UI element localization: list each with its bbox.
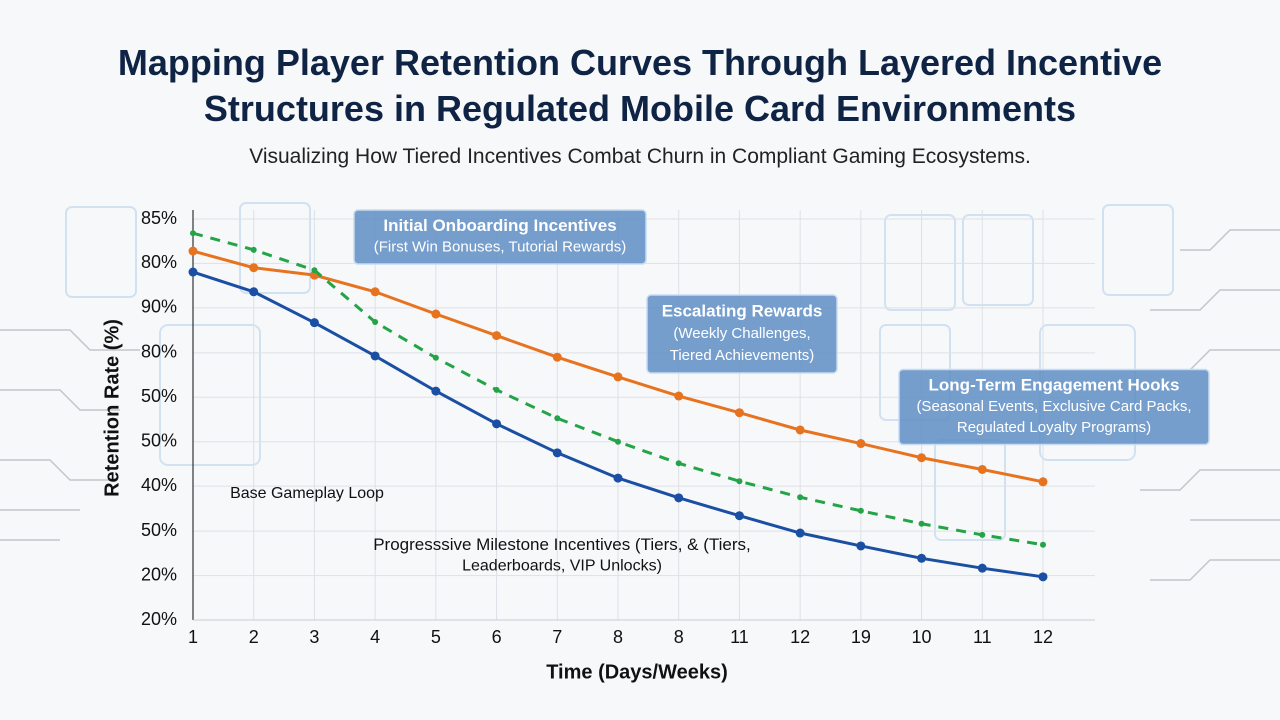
data-point — [552, 448, 562, 458]
annotation-box — [353, 209, 647, 265]
y-tick-label: 40% — [141, 475, 177, 495]
data-point — [188, 246, 198, 256]
data-point — [1038, 572, 1048, 582]
annotation-text: Regulated Loyalty Programs) — [957, 419, 1151, 436]
x-tick-label: 7 — [552, 627, 562, 647]
data-point — [250, 246, 257, 253]
data-point — [492, 331, 502, 341]
data-point — [795, 528, 805, 538]
data-point — [856, 439, 866, 449]
data-point — [1038, 477, 1048, 487]
data-point — [370, 351, 380, 361]
annotation-text: Base Gameplay Loop — [230, 485, 384, 502]
chart-title: Mapping Player Retention Curves Through … — [117, 42, 1163, 129]
x-tick-label: 12 — [790, 627, 810, 647]
x-tick-label: 12 — [1033, 627, 1053, 647]
y-tick-label: 80% — [141, 252, 177, 272]
x-tick-label: 8 — [674, 627, 684, 647]
annotation-text: Progresssive Milestone Incentives (Tiers… — [373, 535, 751, 554]
data-point — [797, 494, 804, 501]
data-point — [734, 511, 744, 521]
x-tick-label: 10 — [912, 627, 932, 647]
x-tick-label: 8 — [613, 627, 623, 647]
data-point — [613, 473, 623, 483]
x-tick-label: 3 — [309, 627, 319, 647]
data-point — [432, 354, 439, 361]
data-point — [613, 372, 623, 382]
data-point — [736, 478, 743, 485]
annotation-box — [898, 368, 1210, 446]
y-tick-label: 20% — [141, 609, 177, 629]
data-point — [309, 318, 319, 328]
annotation-text: Initial Onboarding Incentives — [383, 216, 616, 235]
annotation-text: Long-Term Engagement Hooks — [929, 375, 1180, 394]
y-tick-label: 80% — [141, 342, 177, 362]
data-point — [431, 386, 441, 396]
data-point — [249, 287, 259, 297]
y-tick-label: 50% — [141, 430, 177, 450]
annotation-text: (Weekly Challenges, — [673, 325, 810, 342]
data-point — [917, 553, 927, 563]
data-point — [674, 493, 684, 503]
annotation-text: (First Win Bonuses, Tutorial Rewards) — [374, 238, 627, 255]
data-point — [372, 319, 379, 326]
y-tick-label: 50% — [141, 386, 177, 406]
x-tick-label: 11 — [973, 627, 992, 647]
plot-area: 85%80%90%80%50%50%40%50%20%20%1 2 3 4 5 6 7 8 8 1… — [101, 208, 1210, 683]
x-tick-label: 11 — [730, 627, 749, 647]
annotation-text: Leaderboards, VIP Unlocks) — [462, 558, 662, 575]
data-point — [615, 438, 621, 445]
data-point — [188, 267, 198, 277]
chart-subtitle: Visualizing How Tiered Incentives Combat… — [249, 145, 1031, 168]
data-point — [917, 453, 927, 463]
y-tick-label: 20% — [141, 564, 177, 584]
data-point — [979, 531, 986, 538]
data-point — [431, 309, 441, 319]
data-point — [493, 386, 500, 393]
x-tick-label: 6 — [492, 627, 502, 647]
y-tick-label: 85% — [141, 208, 177, 228]
decoration — [0, 202, 1280, 581]
y-axis-label: Retention Rate (%) — [101, 319, 123, 497]
data-point — [918, 520, 925, 527]
data-point — [674, 391, 684, 401]
series-line — [192, 231, 1044, 547]
data-point — [856, 541, 866, 551]
annotation-box — [646, 294, 838, 374]
data-point — [977, 464, 987, 474]
data-point — [1040, 541, 1046, 548]
y-tick-label: 50% — [141, 520, 177, 540]
data-point — [190, 230, 196, 237]
data-point — [734, 408, 744, 418]
annotation-text: Escalating Rewards — [662, 301, 823, 320]
x-tick-label: 19 — [851, 627, 871, 647]
annotation-text: Tiered Achievements) — [670, 347, 815, 364]
x-axis-label: Time (Days/Weeks) — [546, 661, 728, 683]
x-tick-label: 5 — [431, 627, 441, 647]
annotation-text: (Seasonal Events, Exclusive Card Packs, — [916, 398, 1191, 415]
data-point — [675, 460, 682, 467]
data-point — [370, 287, 380, 297]
x-tick-label: 1 — [188, 627, 198, 647]
data-point — [552, 352, 562, 362]
data-point — [492, 419, 502, 429]
x-tick-label: 4 — [370, 627, 380, 647]
data-point — [249, 263, 259, 273]
data-point — [795, 425, 805, 435]
data-point — [311, 267, 318, 274]
data-point — [857, 507, 864, 514]
x-tick-label: 2 — [249, 627, 259, 647]
data-point — [554, 415, 561, 422]
data-point — [977, 563, 987, 573]
y-tick-label: 90% — [141, 297, 177, 317]
